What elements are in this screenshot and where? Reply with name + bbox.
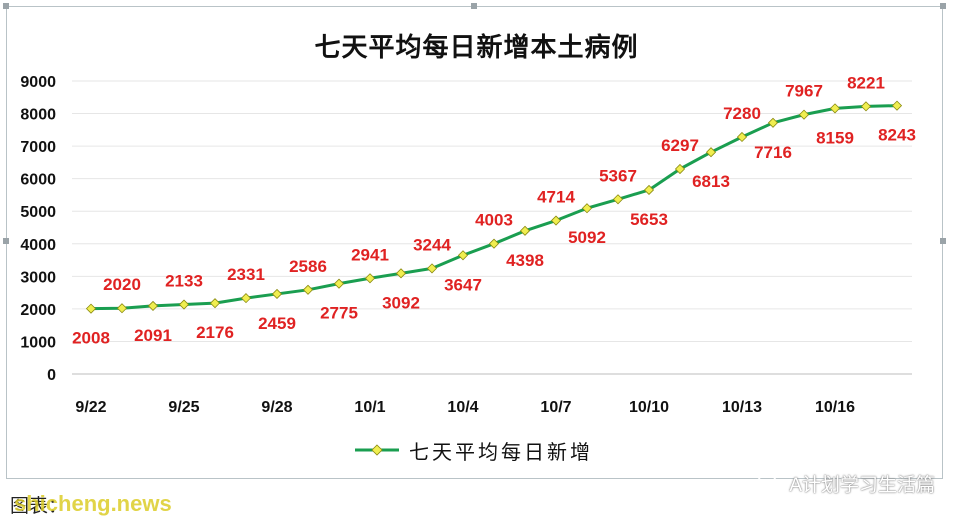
data-label: 6813 xyxy=(692,172,730,191)
chart-frame xyxy=(6,6,943,479)
data-point xyxy=(147,300,159,311)
brand-label: A计划学习生活篇 xyxy=(789,475,935,496)
data-label: 2008 xyxy=(72,329,110,348)
data-label: 3092 xyxy=(382,293,420,312)
data-point xyxy=(457,250,469,261)
data-label: 7967 xyxy=(785,82,823,101)
data-point xyxy=(891,100,903,111)
data-point xyxy=(829,103,841,114)
data-point xyxy=(736,131,748,143)
series-line xyxy=(90,104,898,311)
data-label: 2331 xyxy=(227,265,265,284)
x-tick-label: 10/16 xyxy=(815,399,855,416)
data-label: 4398 xyxy=(506,251,544,270)
data-point xyxy=(581,203,593,214)
y-tick-label: 6000 xyxy=(20,172,56,189)
y-tick-label: 0 xyxy=(47,367,56,384)
wechat-brand: A计划学习生活篇 xyxy=(757,470,935,497)
data-point xyxy=(178,299,190,310)
resize-handle-top-right[interactable] xyxy=(940,3,946,9)
data-label: 8243 xyxy=(878,126,916,145)
data-label: 8221 xyxy=(847,73,885,92)
data-label: 2091 xyxy=(134,326,172,345)
y-tick-label: 2000 xyxy=(20,302,56,319)
data-label: 2586 xyxy=(289,257,327,276)
data-label: 7280 xyxy=(723,104,761,123)
data-label: 2941 xyxy=(351,245,389,264)
data-point xyxy=(85,303,97,314)
resize-handle-right[interactable] xyxy=(940,238,946,244)
y-tick-label: 3000 xyxy=(20,269,56,286)
resize-handle-left[interactable] xyxy=(3,238,9,244)
data-point xyxy=(364,273,376,284)
x-tick-label: 10/4 xyxy=(447,399,478,416)
data-label: 2176 xyxy=(196,323,234,342)
wechat-icon xyxy=(757,473,783,492)
y-tick-label: 4000 xyxy=(20,237,56,254)
y-tick-label: 5000 xyxy=(20,204,56,221)
data-point xyxy=(674,163,686,175)
legend-label: 七天平均每日新增 xyxy=(409,439,593,464)
data-label: 2133 xyxy=(165,272,203,291)
data-point xyxy=(426,263,438,274)
data-label: 2020 xyxy=(103,275,141,294)
data-label: 3647 xyxy=(444,275,482,294)
chart-legend: 七天平均每日新增 xyxy=(355,438,593,464)
data-point xyxy=(860,101,872,112)
y-tick-label: 9000 xyxy=(20,74,56,91)
x-tick-label: 10/13 xyxy=(722,399,762,416)
y-tick-label: 1000 xyxy=(20,334,56,351)
x-tick-label: 9/25 xyxy=(168,399,199,416)
data-point xyxy=(271,288,283,300)
data-point xyxy=(767,117,779,128)
data-point xyxy=(519,225,531,236)
data-label: 6297 xyxy=(661,136,699,155)
y-tick-label: 7000 xyxy=(20,139,56,156)
data-point xyxy=(395,268,407,279)
data-point xyxy=(240,293,252,304)
data-point xyxy=(209,298,221,309)
diamond-icon xyxy=(355,444,399,456)
data-label: 2775 xyxy=(320,304,358,323)
data-label: 3244 xyxy=(413,235,451,254)
footer-credit: 图表： xyxy=(10,495,68,517)
data-label: 4714 xyxy=(537,188,575,207)
data-point xyxy=(302,284,314,295)
resize-handle-top[interactable] xyxy=(471,3,477,9)
data-point xyxy=(705,147,717,158)
x-tick-label: 10/7 xyxy=(540,399,571,416)
data-label: 8159 xyxy=(816,128,854,147)
data-point xyxy=(488,238,500,249)
data-point xyxy=(116,303,128,314)
x-tick-label: 10/1 xyxy=(354,399,385,416)
data-label: 7716 xyxy=(754,143,792,162)
data-point xyxy=(550,215,562,226)
x-tick-label: 10/10 xyxy=(629,399,669,416)
resize-handle-top-left[interactable] xyxy=(3,3,9,9)
y-tick-label: 8000 xyxy=(20,107,56,124)
data-label: 5653 xyxy=(630,210,668,229)
data-point xyxy=(643,184,655,196)
data-label: 5092 xyxy=(568,228,606,247)
data-point xyxy=(612,194,624,205)
data-point xyxy=(798,109,810,120)
data-label: 5367 xyxy=(599,166,637,185)
footer-watermark: shicheng.news xyxy=(14,491,172,516)
x-tick-label: 9/28 xyxy=(261,399,292,416)
data-point xyxy=(333,278,345,289)
data-label: 2459 xyxy=(258,314,296,333)
chart-title: 七天平均每日新增本土病例 xyxy=(314,32,639,62)
data-label: 4003 xyxy=(475,211,513,230)
x-tick-label: 9/22 xyxy=(75,399,106,416)
